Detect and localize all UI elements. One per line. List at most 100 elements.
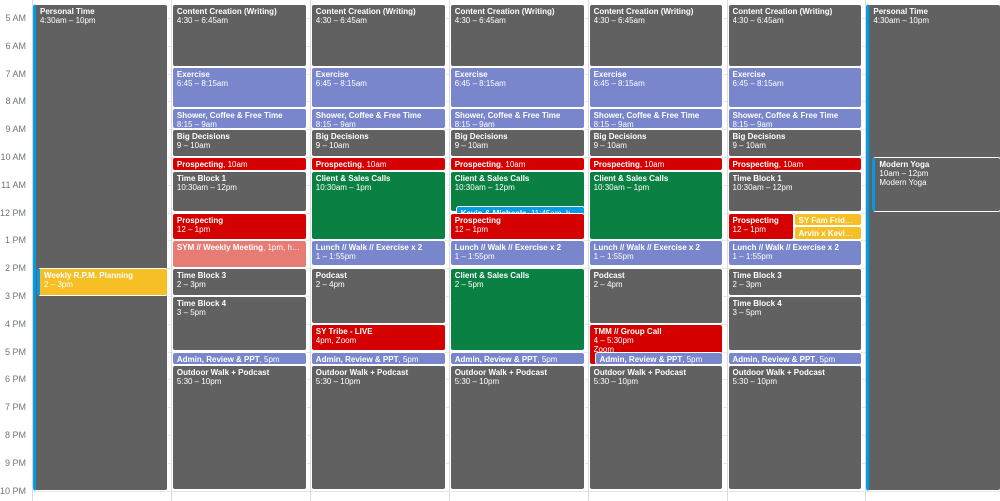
- calendar-event[interactable]: Content Creation (Writing) 4:30 – 6:45am: [171, 4, 307, 67]
- event-time: 12:30: [854, 229, 863, 239]
- event-title: SY Fam Fridays: [799, 216, 862, 225]
- calendar-event[interactable]: Exercise 6:45 – 8:15am: [727, 66, 863, 109]
- calendar-event[interactable]: Time Block 1 10:30am – 12pm: [171, 170, 307, 213]
- calendar-event[interactable]: Podcast 2 – 4pm: [588, 268, 724, 324]
- calendar-event[interactable]: Prospecting10am: [449, 156, 585, 171]
- day-column[interactable]: [170, 0, 311, 501]
- calendar-event[interactable]: Prospecting10am: [727, 156, 863, 171]
- calendar-event[interactable]: Prospecting10am: [588, 156, 724, 171]
- calendar-event[interactable]: Prospecting 12 – 1pm: [727, 212, 794, 241]
- calendar-event[interactable]: Shower, Coffee & Free Time 8:15 – 9am: [588, 108, 724, 130]
- event-time: 6:45 – 8:15am: [315, 78, 367, 88]
- hour-label: 10 AM: [0, 151, 26, 162]
- calendar-event[interactable]: Outdoor Walk + Podcast 5:30 – 10pm: [449, 365, 585, 491]
- event-title: Shower, Coffee & Free Time: [732, 111, 839, 121]
- calendar-event[interactable]: Big Decisions 9 – 10am: [171, 129, 307, 157]
- calendar-event[interactable]: Personal Time 4:30am – 10pm: [866, 4, 1000, 491]
- calendar-event[interactable]: Shower, Coffee & Free Time 8:15 – 9am: [310, 108, 446, 130]
- event-time: 1 – 1:55pm: [593, 252, 634, 262]
- hour-label: 6 PM: [4, 374, 26, 385]
- event-title: Prospecting: [594, 160, 645, 169]
- calendar-event[interactable]: Podcast 2 – 4pm: [310, 268, 446, 324]
- hour-label: 12 PM: [0, 207, 26, 218]
- calendar-event[interactable]: Outdoor Walk + Podcast 5:30 – 10pm: [588, 365, 724, 491]
- calendar-event[interactable]: Content Creation (Writing) 4:30 – 6:45am: [449, 4, 585, 67]
- calendar-event[interactable]: Big Decisions 9 – 10am: [310, 129, 446, 157]
- calendar-event[interactable]: Exercise 6:45 – 8:15am: [588, 66, 724, 109]
- day-column[interactable]: [448, 0, 589, 501]
- calendar-event[interactable]: Prospecting 12 – 1pm: [449, 212, 585, 241]
- calendar-event[interactable]: Shower, Coffee & Free Time 8:15 – 9am: [727, 108, 863, 130]
- event-title: Prospecting: [177, 160, 228, 169]
- calendar-event[interactable]: Modern Yoga 10am – 12pm Modern Yoga: [872, 156, 1000, 213]
- event-time: 4:30 – 6:45am: [176, 16, 229, 25]
- calendar-event[interactable]: Admin, Review & PPT5pm: [310, 351, 446, 366]
- calendar-event[interactable]: Admin, Review & PPT5pm: [171, 351, 307, 366]
- calendar-event[interactable]: Personal Time 4:30am – 10pm: [33, 4, 168, 491]
- event-title: Modern Yoga: [879, 159, 930, 169]
- event-time: 9 – 10am: [176, 141, 211, 151]
- calendar-event[interactable]: SYM // Weekly Meeting1pm, https://us06we…: [171, 240, 307, 269]
- calendar-event[interactable]: Shower, Coffee & Free Time 8:15 – 9am: [449, 108, 585, 130]
- event-title: Outdoor Walk + Podcast: [454, 368, 548, 378]
- day-column[interactable]: [309, 0, 450, 501]
- day-column[interactable]: [32, 0, 172, 501]
- event-title: Personal Time: [40, 7, 95, 16]
- calendar-event[interactable]: Admin, Review & PPT5pm: [594, 351, 724, 366]
- event-title: Prospecting: [733, 160, 784, 169]
- event-time: 4:30 – 6:45am: [454, 16, 506, 25]
- calendar-event[interactable]: Content Creation (Writing) 4:30 – 6:45am: [727, 4, 863, 67]
- calendar-event[interactable]: Big Decisions 9 – 10am: [449, 129, 585, 157]
- calendar-event[interactable]: Admin, Review & PPT5pm: [727, 351, 863, 366]
- event-title: Admin, Review & PPT: [316, 355, 403, 364]
- event-title: Personal Time: [873, 7, 928, 16]
- event-time: 2 – 3pm: [732, 280, 762, 290]
- event-title: Content Creation (Writing): [593, 7, 694, 16]
- calendar-event[interactable]: Outdoor Walk + Podcast 5:30 – 10pm: [727, 365, 863, 491]
- calendar-event[interactable]: Big Decisions 9 – 10am: [727, 129, 863, 157]
- hour-label: 1 PM: [4, 235, 26, 246]
- calendar-event[interactable]: Prospecting10am: [171, 156, 307, 171]
- event-time: 9 – 10am: [593, 141, 627, 151]
- event-title: Prospecting: [454, 215, 501, 225]
- day-column[interactable]: [726, 0, 867, 501]
- event-title: Outdoor Walk + Podcast: [732, 368, 825, 378]
- calendar-event[interactable]: Prospecting 12 – 1pm: [171, 212, 307, 241]
- calendar-event[interactable]: Exercise 6:45 – 8:15am: [171, 66, 307, 109]
- calendar-event[interactable]: Admin, Review & PPT5pm: [449, 351, 585, 366]
- calendar-event[interactable]: Weekly R.P.M. Planning 2 – 3pm: [37, 268, 168, 296]
- event-time: 10:30am – 12pm: [176, 182, 237, 192]
- calendar-event[interactable]: Shower, Coffee & Free Time 8:15 – 9am: [171, 108, 307, 130]
- calendar-event[interactable]: SY Tribe - LIVE 4pm, Zoom: [310, 323, 446, 352]
- calendar-event[interactable]: Content Creation (Writing) 4:30 – 6:45am: [310, 4, 446, 67]
- calendar-event[interactable]: Exercise 6:45 – 8:15am: [310, 66, 446, 109]
- event-time: 4:30 – 6:45am: [732, 16, 784, 25]
- calendar-event[interactable]: Exercise 6:45 – 8:15am: [449, 66, 585, 109]
- event-time: 5:30 – 10pm: [315, 377, 361, 387]
- hour-label: 3 PM: [4, 290, 26, 301]
- calendar-event[interactable]: Outdoor Walk + Podcast 5:30 – 10pm: [310, 365, 446, 491]
- day-column[interactable]: [865, 0, 1000, 501]
- event-title: Shower, Coffee & Free Time: [593, 111, 700, 121]
- calendar-event[interactable]: Arvin x Kevin12:30: [793, 226, 863, 241]
- calendar-event[interactable]: Content Creation (Writing) 4:30 – 6:45am: [588, 4, 724, 67]
- calendar-event[interactable]: Client & Sales Calls 10:30am – 1pm: [310, 170, 446, 241]
- calendar-event[interactable]: Prospecting10am: [310, 156, 446, 171]
- calendar-event[interactable]: Outdoor Walk + Podcast 5:30 – 10pm: [171, 365, 307, 491]
- calendar-event[interactable]: Big Decisions 9 – 10am: [588, 129, 724, 157]
- calendar-event[interactable]: Time Block 1 10:30am – 12pm: [727, 170, 863, 213]
- calendar-event[interactable]: Client & Sales Calls 2 – 5pm: [449, 268, 585, 352]
- event-time: 1 – 1:55pm: [732, 252, 773, 262]
- calendar-event[interactable]: Client & Sales Calls 10:30am – 1pm: [588, 170, 724, 241]
- day-column[interactable]: [587, 0, 728, 501]
- calendar-event[interactable]: SY Fam Fridays12: [793, 212, 863, 227]
